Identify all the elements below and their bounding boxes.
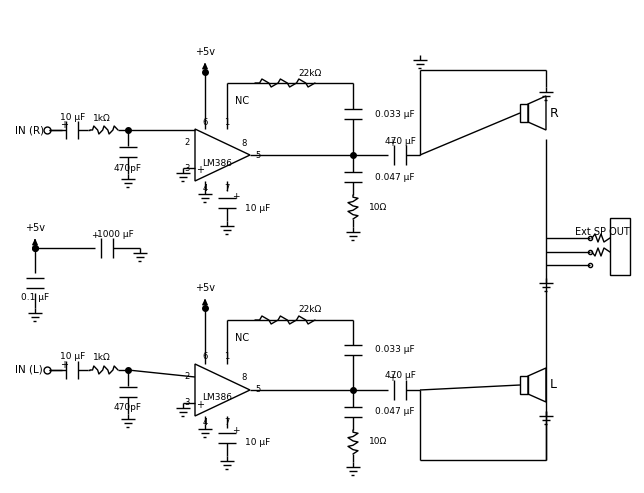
Text: 3: 3 bbox=[185, 398, 190, 408]
Text: 8: 8 bbox=[242, 374, 247, 383]
Text: 22kΩ: 22kΩ bbox=[298, 69, 321, 77]
Text: +: + bbox=[232, 191, 240, 201]
Text: 7: 7 bbox=[224, 419, 230, 427]
Text: +: + bbox=[196, 400, 204, 410]
Text: 470pF: 470pF bbox=[114, 403, 142, 413]
Text: 0.047 μF: 0.047 μF bbox=[375, 173, 415, 181]
Text: 0.1 μF: 0.1 μF bbox=[21, 293, 49, 303]
Text: 5: 5 bbox=[255, 386, 260, 394]
Text: +5v: +5v bbox=[25, 223, 45, 233]
Text: 0.033 μF: 0.033 μF bbox=[375, 346, 415, 354]
Bar bbox=[520, 376, 528, 394]
Bar bbox=[610, 218, 630, 275]
Text: +5v: +5v bbox=[195, 47, 215, 57]
Text: LM386: LM386 bbox=[202, 159, 232, 168]
Text: 10 μF: 10 μF bbox=[61, 352, 86, 361]
Text: L: L bbox=[550, 379, 557, 391]
Text: Ext SP OUT: Ext SP OUT bbox=[575, 227, 630, 237]
Text: 5: 5 bbox=[255, 150, 260, 160]
Text: +: + bbox=[196, 165, 204, 175]
Text: 2: 2 bbox=[185, 138, 190, 146]
Text: 3: 3 bbox=[185, 164, 190, 173]
Text: 0.047 μF: 0.047 μF bbox=[375, 408, 415, 417]
Text: 10 μF: 10 μF bbox=[61, 112, 86, 121]
Text: 470 μF: 470 μF bbox=[384, 372, 415, 381]
Text: IN (R): IN (R) bbox=[15, 125, 44, 135]
Text: 470pF: 470pF bbox=[114, 164, 142, 173]
Text: 8: 8 bbox=[242, 139, 247, 147]
Text: 10Ω: 10Ω bbox=[369, 437, 387, 447]
Text: +: + bbox=[60, 360, 68, 370]
Text: 4: 4 bbox=[202, 419, 207, 427]
Text: 2: 2 bbox=[185, 373, 190, 382]
Text: +: + bbox=[91, 231, 99, 240]
Text: +5v: +5v bbox=[195, 283, 215, 293]
Text: NC: NC bbox=[235, 96, 249, 106]
Text: NC: NC bbox=[235, 333, 249, 343]
Text: LM386: LM386 bbox=[202, 393, 232, 402]
Text: IN (L): IN (L) bbox=[15, 365, 43, 375]
Text: +: + bbox=[60, 120, 68, 130]
Text: 1kΩ: 1kΩ bbox=[93, 353, 111, 362]
Text: 10Ω: 10Ω bbox=[369, 203, 387, 211]
Text: R: R bbox=[550, 106, 559, 119]
Text: 1000 μF: 1000 μF bbox=[97, 230, 133, 239]
Text: 6: 6 bbox=[202, 117, 207, 127]
Text: 10 μF: 10 μF bbox=[245, 438, 270, 448]
Text: 22kΩ: 22kΩ bbox=[298, 306, 321, 315]
Text: 0.033 μF: 0.033 μF bbox=[375, 109, 415, 118]
Text: +: + bbox=[388, 138, 396, 148]
Text: 7: 7 bbox=[224, 183, 230, 192]
Text: +: + bbox=[232, 426, 240, 435]
Text: 1: 1 bbox=[224, 117, 230, 127]
Text: 6: 6 bbox=[202, 352, 207, 361]
Text: +: + bbox=[388, 373, 396, 383]
Bar bbox=[520, 104, 528, 122]
Text: 1: 1 bbox=[224, 352, 230, 361]
Text: 4: 4 bbox=[202, 183, 207, 192]
Text: 10 μF: 10 μF bbox=[245, 204, 270, 212]
Text: 1kΩ: 1kΩ bbox=[93, 113, 111, 122]
Text: 470 μF: 470 μF bbox=[384, 137, 415, 145]
